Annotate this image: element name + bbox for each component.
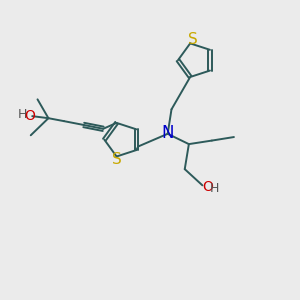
Text: O: O <box>202 179 213 194</box>
Text: S: S <box>188 32 197 47</box>
Text: H: H <box>18 109 27 122</box>
Text: H: H <box>210 182 220 195</box>
Text: S: S <box>112 152 122 166</box>
Text: N: N <box>161 124 174 142</box>
Text: O: O <box>25 109 36 123</box>
